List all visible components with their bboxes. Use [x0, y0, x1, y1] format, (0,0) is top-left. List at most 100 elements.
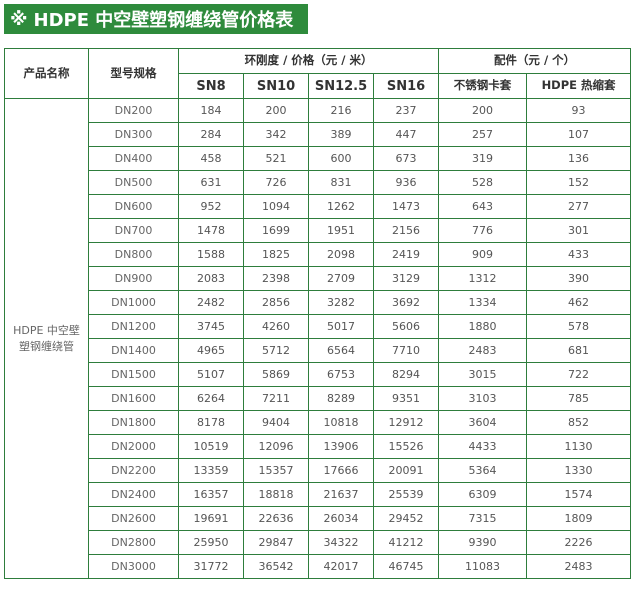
- table-row: DN500 631 726 831 936 528 152: [5, 170, 632, 195]
- stainless-clamp-cell: 9390: [438, 530, 528, 555]
- sn16-cell: 8294: [372, 362, 440, 387]
- stainless-clamp-cell: 7315: [438, 506, 528, 531]
- sn16-cell: 3692: [372, 290, 440, 315]
- sn8-cell: 6264: [178, 386, 244, 411]
- spec-cell: DN700: [88, 218, 179, 243]
- heat-shrink-sleeve-cell: 390: [526, 266, 632, 291]
- heat-shrink-sleeve-cell: 852: [526, 410, 632, 435]
- spec-cell: DN2800: [88, 530, 179, 555]
- sn10-cell: 2856: [243, 290, 309, 315]
- sn8-cell: 31772: [178, 554, 244, 579]
- sn16-cell: 936: [372, 170, 440, 195]
- sn8-cell: 5107: [178, 362, 244, 387]
- stainless-clamp-cell: 319: [438, 146, 528, 171]
- table-row: DN900 2083 2398 2709 3129 1312 390: [5, 266, 632, 291]
- sn8-cell: 2083: [178, 266, 244, 291]
- sn10-cell: 726: [243, 170, 309, 195]
- header-sn12-5: SN12.5: [308, 73, 374, 99]
- sn10-cell: 15357: [243, 458, 309, 483]
- spec-cell: DN400: [88, 146, 179, 171]
- stainless-clamp-cell: 528: [438, 170, 528, 195]
- page-title-text: HDPE 中空壁塑钢缠绕管价格表: [33, 10, 294, 31]
- product-name-cell: HDPE 中空壁 塑钢缠绕管: [4, 98, 89, 579]
- heat-shrink-sleeve-cell: 578: [526, 314, 632, 339]
- header-product-name: 产品名称: [4, 48, 89, 99]
- stainless-clamp-cell: 11083: [438, 554, 528, 579]
- sn10-cell: 1699: [243, 218, 309, 243]
- price-table-body: HDPE 中空壁 塑钢缠绕管 DN200 184 200 216 237 200 93 DN300…: [4, 98, 632, 579]
- heat-shrink-sleeve-cell: 2226: [526, 530, 632, 555]
- sn10-cell: 2398: [243, 266, 309, 291]
- sn10-cell: 29847: [243, 530, 309, 555]
- sn12-5-cell: 10818: [308, 410, 374, 435]
- heat-shrink-sleeve-cell: 301: [526, 218, 632, 243]
- sn10-cell: 36542: [243, 554, 309, 579]
- sn10-cell: 12096: [243, 434, 309, 459]
- spec-cell: DN1000: [88, 290, 179, 315]
- sn16-cell: 15526: [372, 434, 440, 459]
- spec-cell: DN2600: [88, 506, 179, 531]
- stainless-clamp-cell: 3103: [438, 386, 528, 411]
- sn12-5-cell: 34322: [308, 530, 374, 555]
- sn16-cell: 12912: [372, 410, 440, 435]
- price-table: 产品名称 型号规格 环刚度 / 价格（元 / 米） 配件（元 / 个） SN8 …: [4, 48, 632, 579]
- table-row: DN3000 31772 36542 42017 46745 11083 2483: [5, 554, 632, 579]
- heat-shrink-sleeve-cell: 1574: [526, 482, 632, 507]
- page-title: ※ HDPE 中空壁塑钢缠绕管价格表: [4, 4, 308, 34]
- heat-shrink-sleeve-cell: 277: [526, 194, 632, 219]
- sn8-cell: 952: [178, 194, 244, 219]
- table-row: DN300 284 342 389 447 257 107: [5, 122, 632, 147]
- sn16-cell: 2156: [372, 218, 440, 243]
- heat-shrink-sleeve-cell: 462: [526, 290, 632, 315]
- stainless-clamp-cell: 3604: [438, 410, 528, 435]
- spec-cell: DN2000: [88, 434, 179, 459]
- table-row: DN400 458 521 600 673 319 136: [5, 146, 632, 171]
- heat-shrink-sleeve-cell: 722: [526, 362, 632, 387]
- sn8-cell: 458: [178, 146, 244, 171]
- header-sn10: SN10: [243, 73, 309, 99]
- sn16-cell: 41212: [372, 530, 440, 555]
- header-model-spec: 型号规格: [88, 48, 179, 99]
- sn8-cell: 3745: [178, 314, 244, 339]
- spec-cell: DN2400: [88, 482, 179, 507]
- stainless-clamp-cell: 200: [438, 98, 528, 123]
- sn12-5-cell: 42017: [308, 554, 374, 579]
- heat-shrink-sleeve-cell: 1330: [526, 458, 632, 483]
- stainless-clamp-cell: 643: [438, 194, 528, 219]
- reference-mark-icon: ※: [10, 8, 28, 30]
- sn12-5-cell: 389: [308, 122, 374, 147]
- table-row: DN2600 19691 22636 26034 29452 7315 1809: [5, 506, 632, 531]
- sn8-cell: 2482: [178, 290, 244, 315]
- sn10-cell: 1825: [243, 242, 309, 267]
- sn12-5-cell: 600: [308, 146, 374, 171]
- sn16-cell: 20091: [372, 458, 440, 483]
- sn10-cell: 5712: [243, 338, 309, 363]
- sn12-5-cell: 831: [308, 170, 374, 195]
- sn12-5-cell: 2709: [308, 266, 374, 291]
- sn10-cell: 7211: [243, 386, 309, 411]
- sn12-5-cell: 13906: [308, 434, 374, 459]
- stainless-clamp-cell: 3015: [438, 362, 528, 387]
- sn8-cell: 631: [178, 170, 244, 195]
- sn10-cell: 342: [243, 122, 309, 147]
- sn10-cell: 1094: [243, 194, 309, 219]
- sn8-cell: 284: [178, 122, 244, 147]
- table-row: DN2000 10519 12096 13906 15526 4433 1130: [5, 434, 632, 459]
- stainless-clamp-cell: 776: [438, 218, 528, 243]
- sn12-5-cell: 26034: [308, 506, 374, 531]
- sn16-cell: 237: [372, 98, 440, 123]
- sn16-cell: 25539: [372, 482, 440, 507]
- table-row: DN1600 6264 7211 8289 9351 3103 785: [5, 386, 632, 411]
- table-row: HDPE 中空壁 塑钢缠绕管 DN200 184 200 216 237 200 93: [4, 98, 632, 579]
- sn8-cell: 19691: [178, 506, 244, 531]
- heat-shrink-sleeve-cell: 93: [526, 98, 632, 123]
- sn12-5-cell: 8289: [308, 386, 374, 411]
- sn10-cell: 9404: [243, 410, 309, 435]
- heat-shrink-sleeve-cell: 1809: [526, 506, 632, 531]
- sn16-cell: 5606: [372, 314, 440, 339]
- heat-shrink-sleeve-cell: 1130: [526, 434, 632, 459]
- table-row: DN2200 13359 15357 17666 20091 5364 1330: [5, 458, 632, 483]
- sn12-5-cell: 1262: [308, 194, 374, 219]
- sn16-cell: 29452: [372, 506, 440, 531]
- table-row: DN1400 4965 5712 6564 7710 2483 681: [5, 338, 632, 363]
